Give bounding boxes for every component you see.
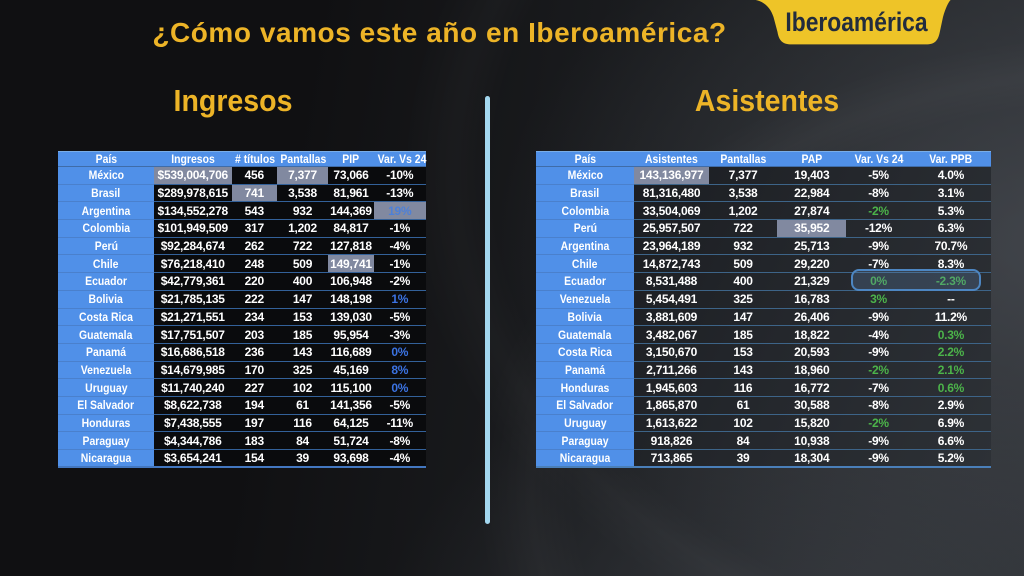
svg-text:Iberoamérica: Iberoamérica [785,7,928,37]
